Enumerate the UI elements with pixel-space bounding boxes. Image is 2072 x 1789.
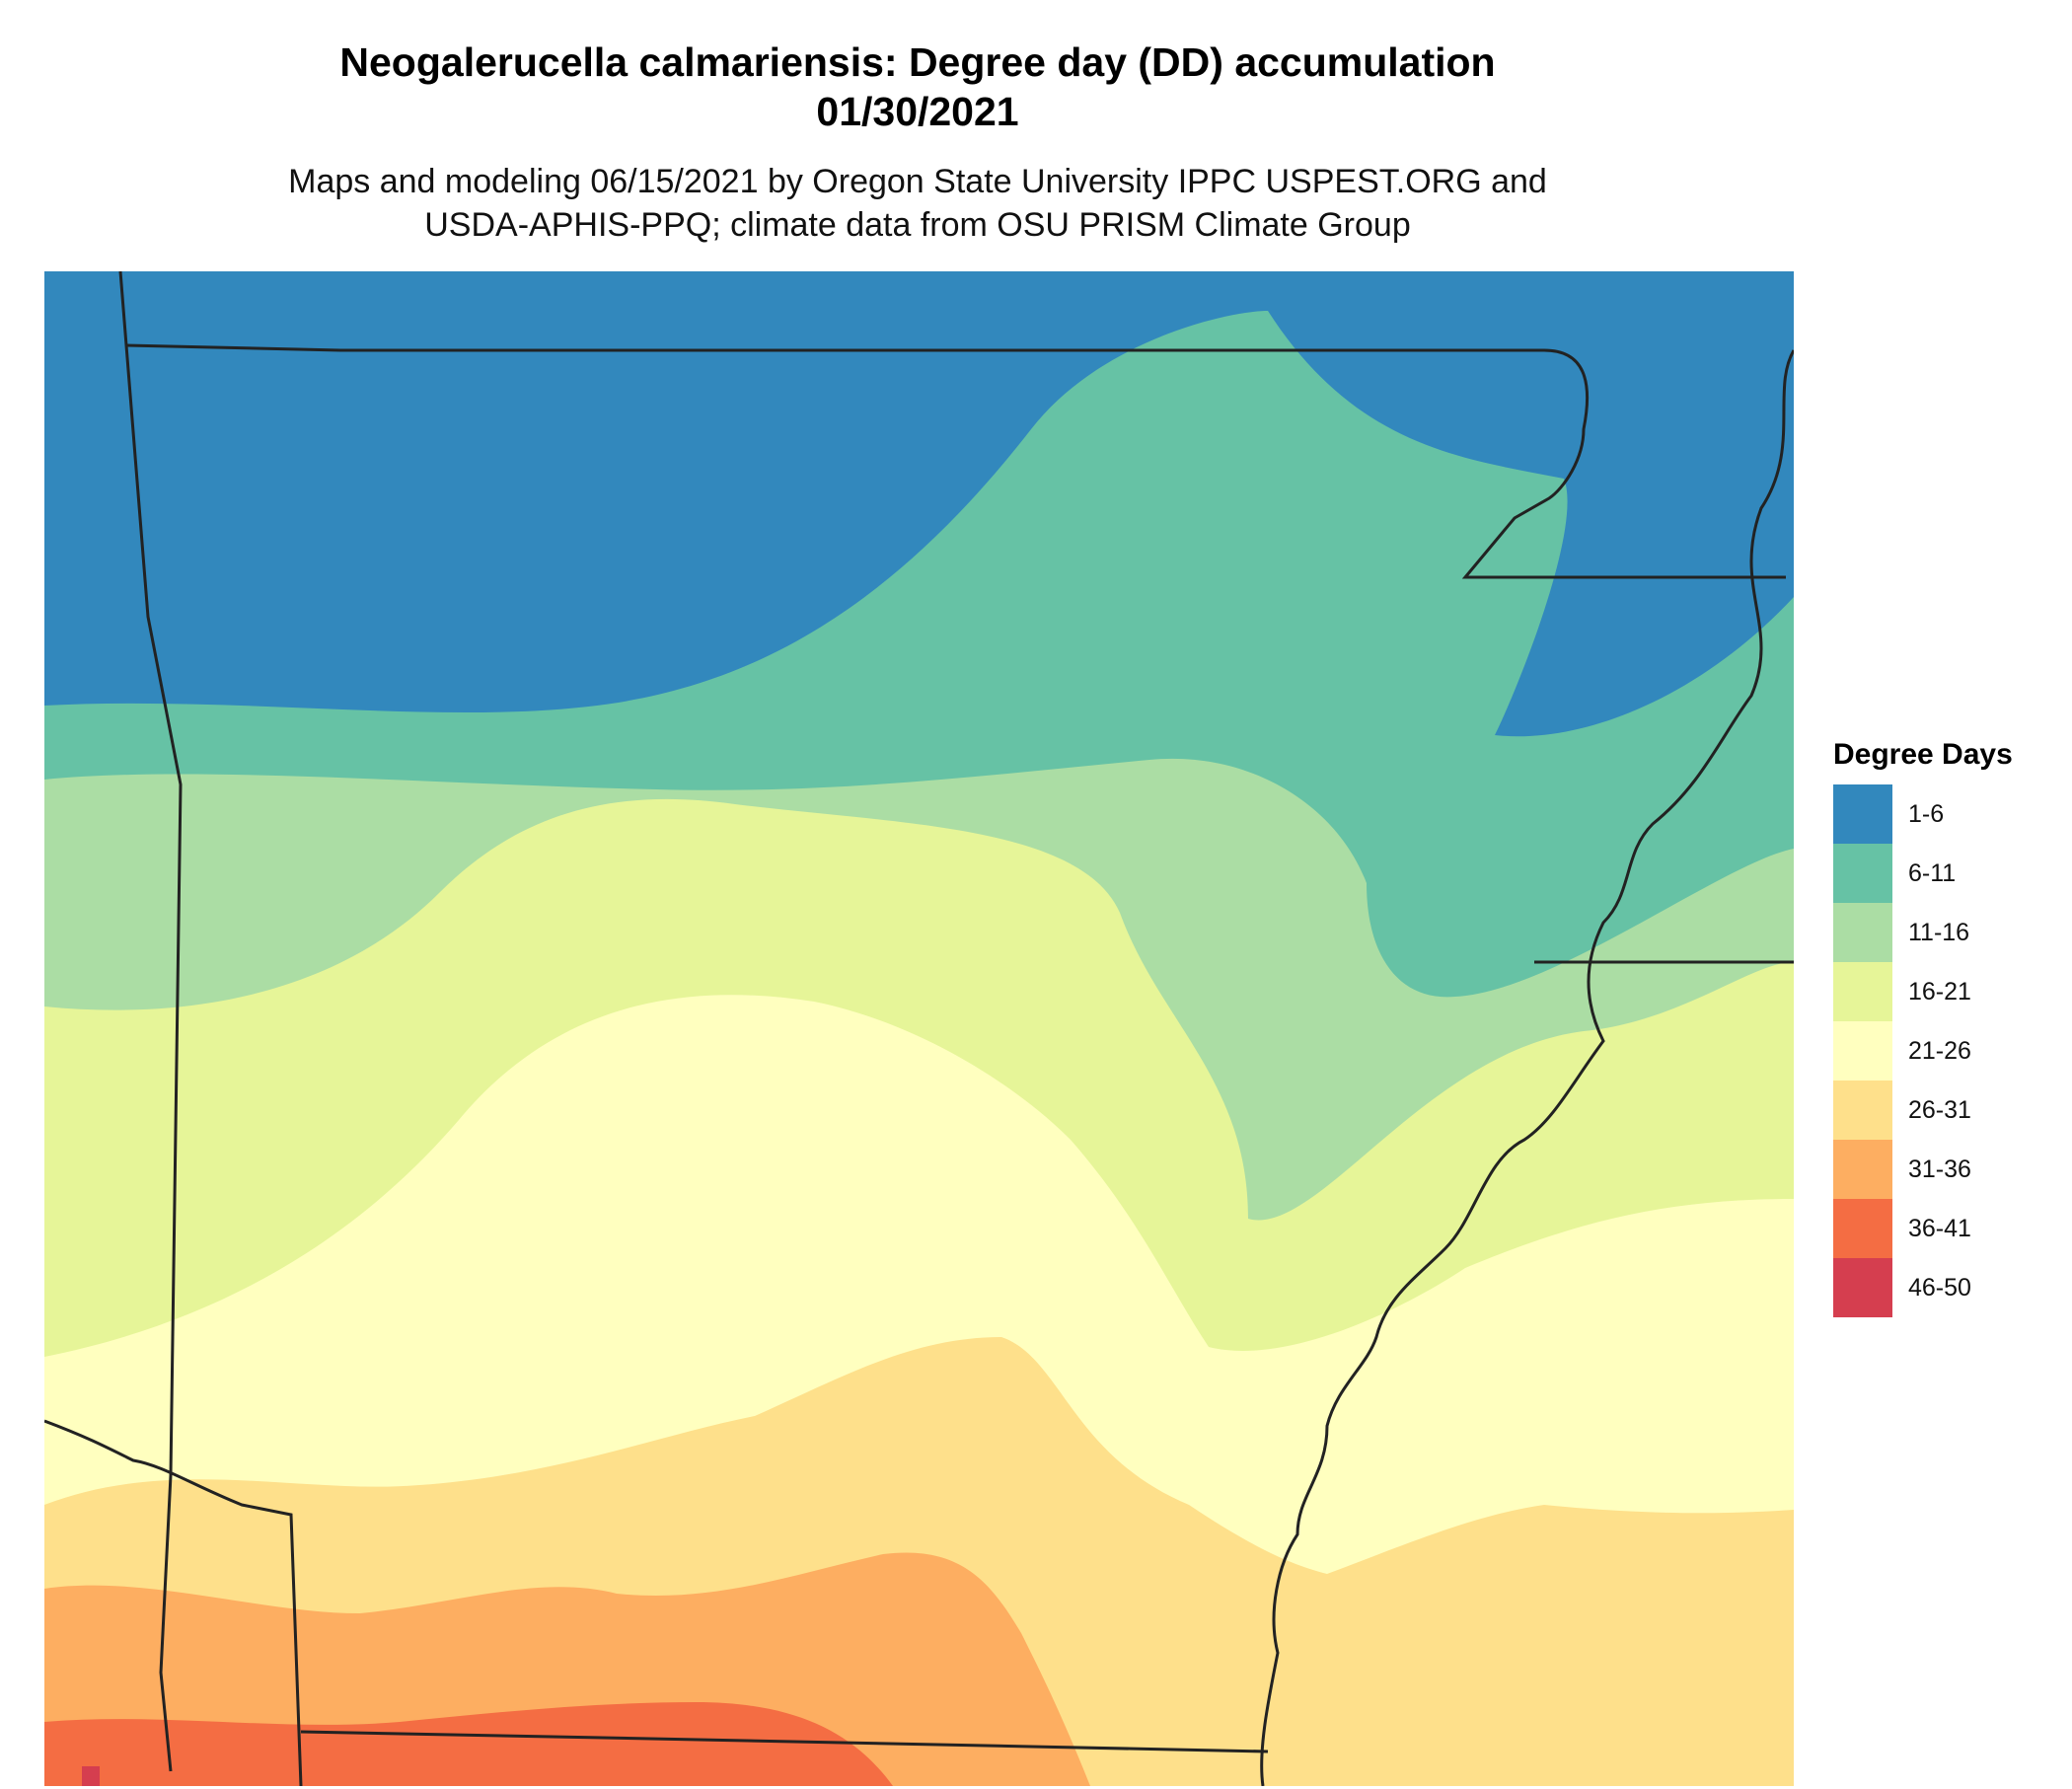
texas-border bbox=[44, 1419, 303, 1786]
legend-item: 31-36 bbox=[1833, 1140, 2060, 1199]
legend-swatch bbox=[1833, 844, 1892, 903]
oklahoma-border bbox=[118, 271, 183, 1772]
legend-swatch bbox=[1833, 1140, 1892, 1199]
legend-swatch bbox=[1833, 903, 1892, 962]
title-line-2: 01/30/2021 bbox=[816, 89, 1019, 134]
legend-label: 16-21 bbox=[1908, 977, 1971, 1006]
legend: Degree Days 1-6 6-11 11-16 16-21 21-26 26-31 3… bbox=[1833, 735, 2060, 1317]
band-46-50 bbox=[82, 1766, 100, 1786]
legend-label: 31-36 bbox=[1908, 1155, 1971, 1183]
legend-item: 1-6 bbox=[1833, 784, 2060, 844]
louisiana-border bbox=[300, 1730, 1269, 1753]
map-subtitle: Maps and modeling 06/15/2021 by Oregon S… bbox=[0, 160, 1835, 247]
legend-label: 46-50 bbox=[1908, 1273, 1971, 1302]
legend-item: 46-50 bbox=[1833, 1258, 2060, 1317]
legend-label: 36-41 bbox=[1908, 1214, 1971, 1242]
legend-title: Degree Days bbox=[1833, 738, 2013, 771]
legend-label: 1-6 bbox=[1908, 799, 1945, 828]
legend-label: 11-16 bbox=[1908, 918, 1970, 946]
legend-swatch bbox=[1833, 1021, 1892, 1081]
legend-swatch bbox=[1833, 962, 1892, 1021]
state-boundaries bbox=[44, 271, 1794, 1786]
legend-item: 21-26 bbox=[1833, 1021, 2060, 1081]
legend-label: 6-11 bbox=[1908, 858, 1957, 887]
mississippi-river-border bbox=[1260, 349, 1794, 1786]
subtitle-line-2: USDA-APHIS-PPQ; climate data from OSU PR… bbox=[424, 206, 1411, 244]
legend-item: 16-21 bbox=[1833, 962, 2060, 1021]
legend-item: 6-11 bbox=[1833, 844, 2060, 903]
legend-label: 26-31 bbox=[1908, 1095, 1971, 1124]
band-36-41 bbox=[44, 1702, 893, 1786]
map-title: Neogalerucella calmariensis: Degree day … bbox=[0, 37, 1835, 136]
legend-item: 26-31 bbox=[1833, 1081, 2060, 1140]
legend-item: 11-16 bbox=[1833, 903, 2060, 962]
legend-item: 36-41 bbox=[1833, 1199, 2060, 1258]
legend-swatch bbox=[1833, 784, 1892, 844]
subtitle-line-1: Maps and modeling 06/15/2021 by Oregon S… bbox=[288, 163, 1547, 200]
legend-swatch bbox=[1833, 1081, 1892, 1140]
degree-day-map bbox=[44, 271, 1794, 1786]
legend-swatch bbox=[1833, 1199, 1892, 1258]
legend-items: 1-6 6-11 11-16 16-21 21-26 26-31 31-36 36-41 46-… bbox=[1833, 784, 2060, 1317]
title-line-1: Neogalerucella calmariensis: Degree day … bbox=[339, 39, 1496, 85]
missouri-border bbox=[125, 343, 1786, 579]
legend-swatch bbox=[1833, 1258, 1892, 1317]
legend-label: 21-26 bbox=[1908, 1036, 1971, 1065]
